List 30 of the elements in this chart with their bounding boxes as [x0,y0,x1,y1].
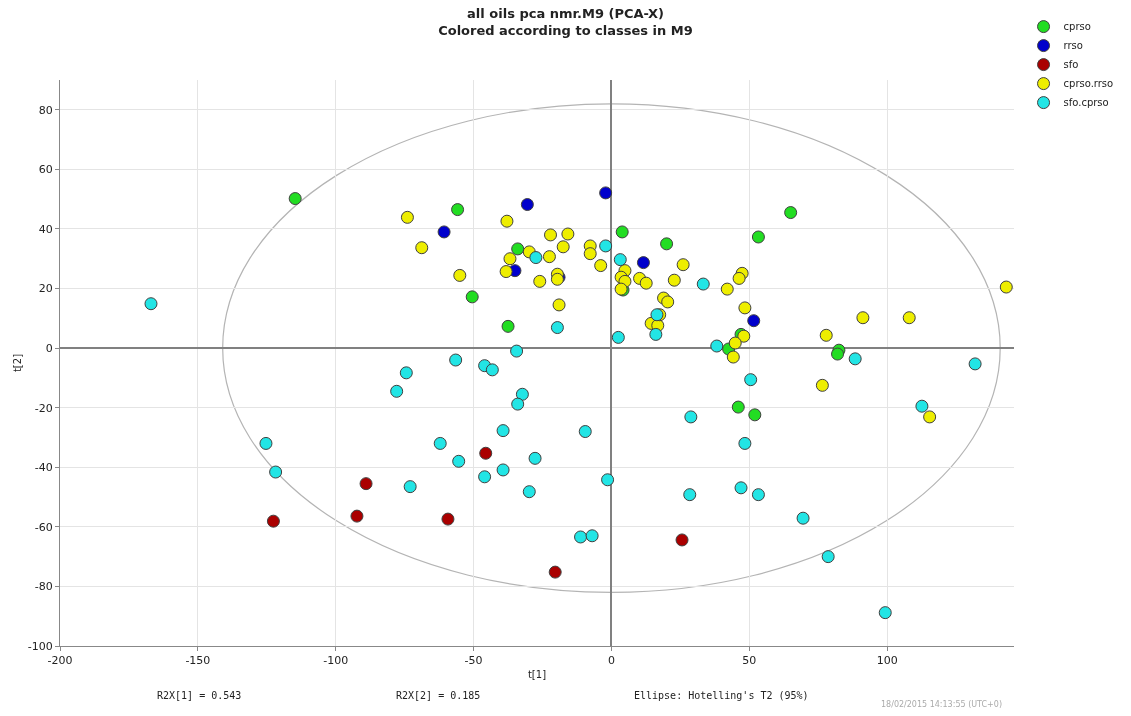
legend-label: sfo [1063,59,1079,71]
x-tick-label: -50 [464,654,483,668]
y-tick-label: -40 [34,461,53,475]
chart-subtitle: Colored according to classes in M9 [438,22,693,38]
text: R2X[2] = 0.185 [396,690,481,701]
x-tick-label: -150 [185,654,211,668]
text: R2X[1] = 0.543 [157,690,242,701]
y-tick-label: -20 [34,401,53,415]
legend-label: sfo.cprso [1063,97,1109,109]
x-tick-label: 50 [742,654,757,668]
x-tick-label: -100 [323,654,349,668]
y-tick-label: 40 [38,222,53,236]
y-tick-label: 80 [38,103,53,117]
legend-label: cprso [1063,21,1091,33]
x-tick-label: 0 [607,654,615,668]
y-tick-label: 20 [38,282,53,296]
x-axis-title: t[1] [527,668,547,680]
x-tick-label: 100 [876,654,898,668]
y-tick-label: 0 [45,341,53,355]
chart-title: all oils pca nmr.M9 (PCA-X) [467,5,664,21]
text: Ellipse: Hotelling's T2 (95%) [634,690,809,701]
x-tick-label: -200 [47,654,73,668]
legend-label: cprso.rrso [1063,78,1114,90]
y-tick-label: -100 [27,639,53,653]
text: 18/02/2015 14:13:55 (UTC+0) [881,700,1003,709]
y-tick-label: -60 [34,520,53,534]
y-tick-label: 60 [38,163,53,177]
legend-label: rrso [1063,40,1083,52]
y-axis-title: t[2] [11,353,23,373]
y-tick-label: -80 [34,580,53,594]
